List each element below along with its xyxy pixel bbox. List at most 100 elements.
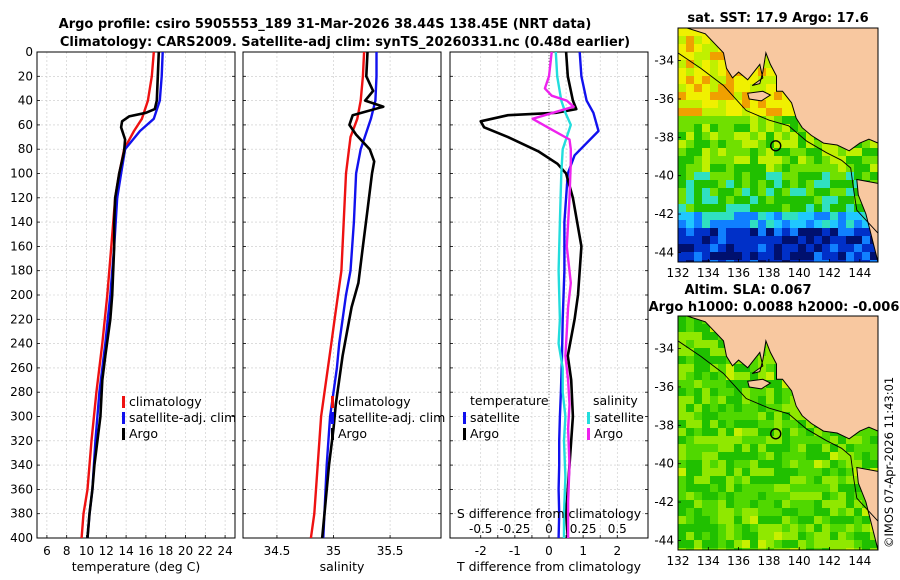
island <box>747 90 772 102</box>
sla-map: 132 134 136 138 140 142 144 -34 -36 -38 -40 -42 -44 <box>654 315 879 568</box>
map-x-tick-label: 138 <box>757 554 780 568</box>
legend-swatch-satellite <box>331 412 334 424</box>
series-argo <box>320 52 385 538</box>
map-y-tick-label: -42 <box>654 495 674 509</box>
legend-swatch-t-argo <box>463 428 466 440</box>
map-y-tick-label: -36 <box>654 380 674 394</box>
legend-swatch-argo <box>122 428 125 440</box>
sla-map-title: Altim. SLA: 0.067 <box>685 283 812 298</box>
y-tick-label: 320 <box>10 434 33 448</box>
x-tick-label: 24 <box>217 544 232 558</box>
map-y-tick-label: -34 <box>654 342 674 356</box>
map-x-tick-label: 140 <box>788 554 811 568</box>
x-tick-label: -2 <box>475 544 487 558</box>
legend-label-t-argo: Argo <box>470 426 499 441</box>
legend-swatch-satellite <box>122 412 125 424</box>
s-tick-label: -0.5 <box>469 522 492 536</box>
y-tick-label: 360 <box>10 482 33 496</box>
temperature-legend: climatology satellite-adj. clim Argo <box>122 394 236 441</box>
y-tick-label: 40 <box>18 94 33 108</box>
y-tick-label: 160 <box>10 239 33 253</box>
t-difference-axis-label: T difference from climatology <box>456 559 642 574</box>
x-tick-label: 1 <box>579 544 587 558</box>
x-tick-label: 2 <box>613 544 621 558</box>
map-y-tick-label: -44 <box>654 533 674 547</box>
map-x-tick-label: 136 <box>727 554 750 568</box>
legend-label-argo: Argo <box>338 426 367 441</box>
map-frame <box>677 27 879 263</box>
legend-label-satellite: satellite-adj. clim <box>129 410 236 425</box>
x-tick-label: 0 <box>545 544 553 558</box>
sst-map-title: sat. SST: 17.9 Argo: 17.6 <box>687 11 868 26</box>
map-x-tick-label: 134 <box>697 266 720 280</box>
legend-swatch-s-argo <box>587 428 590 440</box>
x-tick-label: -1 <box>509 544 521 558</box>
shelf-contour <box>678 340 878 522</box>
land-mass <box>678 316 878 440</box>
map-x-tick-label: 134 <box>697 554 720 568</box>
map-y-tick-label: -40 <box>654 169 674 183</box>
map-frame <box>677 315 879 551</box>
map-y-tick-label: -38 <box>654 130 674 144</box>
imos-stamp: ©IMOS 07-Apr-2026 11:43:01 <box>882 377 896 548</box>
y-tick-label: 20 <box>18 69 33 83</box>
salinity-axis-label: salinity <box>320 559 365 574</box>
y-tick-label: 300 <box>10 410 33 424</box>
x-tick-label: 34.5 <box>264 544 291 558</box>
land-mass <box>678 28 878 152</box>
map-x-tick-label: 144 <box>848 266 871 280</box>
x-tick-label: 35.5 <box>377 544 404 558</box>
difference-legend-temperature: temperature satellite Argo <box>463 393 549 441</box>
map-x-tick-label: 136 <box>727 266 750 280</box>
map-x-tick-label: 144 <box>848 554 871 568</box>
tasmania <box>856 178 878 262</box>
map-y-tick-label: -42 <box>654 207 674 221</box>
x-tick-label: 8 <box>63 544 71 558</box>
legend-label-climatology: climatology <box>129 394 202 409</box>
legend-title-salinity: salinity <box>593 393 638 408</box>
y-tick-label: 100 <box>10 167 33 181</box>
map-y-tick-label: -34 <box>654 54 674 68</box>
salinity-legend: climatology satellite-adj. clim Argo <box>331 394 445 441</box>
y-tick-label: 140 <box>10 215 33 229</box>
legend-label-satellite: satellite-adj. clim <box>338 410 445 425</box>
difference-legend-salinity: salinity satellite Argo <box>587 393 644 441</box>
legend-swatch-argo <box>331 428 334 440</box>
argo-position-marker <box>770 140 782 152</box>
difference-panel: -2 -1 0 1 2-0.5 -0.25 0 0.25 0.5 <box>449 51 649 558</box>
map-x-tick-label: 142 <box>818 266 841 280</box>
map-y-tick-label: -36 <box>654 92 674 106</box>
y-tick-label: 400 <box>10 531 33 545</box>
figure-title-line1: Argo profile: csiro 5905553_189 31-Mar-2… <box>59 17 592 32</box>
legend-label-t-satellite: satellite <box>470 410 520 425</box>
y-tick-label: 0 <box>25 45 33 59</box>
legend-label-argo: Argo <box>129 426 158 441</box>
s-difference-axis-label: S difference from climatology <box>457 506 642 521</box>
s-tick-label: -0.25 <box>499 522 530 536</box>
x-tick-label: 22 <box>198 544 213 558</box>
map-x-tick-label: 138 <box>757 266 780 280</box>
x-tick-label: 18 <box>158 544 173 558</box>
y-tick-label: 340 <box>10 458 33 472</box>
y-tick-label: 200 <box>10 288 33 302</box>
x-tick-label: 14 <box>118 544 133 558</box>
shelf-contour <box>678 52 878 234</box>
series-argo <box>86 52 161 538</box>
legend-label-s-argo: Argo <box>594 426 623 441</box>
map-x-tick-label: 142 <box>818 554 841 568</box>
legend-label-climatology: climatology <box>338 394 411 409</box>
figure-title-line2: Climatology: CARS2009. Satellite-adj cli… <box>60 35 630 50</box>
y-tick-label: 120 <box>10 191 33 205</box>
s-tick-label: 0.5 <box>608 522 627 536</box>
legend-swatch-s-satellite <box>587 412 590 424</box>
map-y-tick-label: -38 <box>654 418 674 432</box>
y-tick-label: 240 <box>10 337 33 351</box>
map-y-tick-label: -40 <box>654 457 674 471</box>
x-tick-label: 6 <box>43 544 51 558</box>
temperature-axis-label: temperature (deg C) <box>72 559 201 574</box>
legend-swatch-climatology <box>122 396 125 408</box>
series-t-satellite <box>557 52 600 538</box>
map-x-tick-label: 140 <box>788 266 811 280</box>
legend-label-s-satellite: satellite <box>594 410 644 425</box>
